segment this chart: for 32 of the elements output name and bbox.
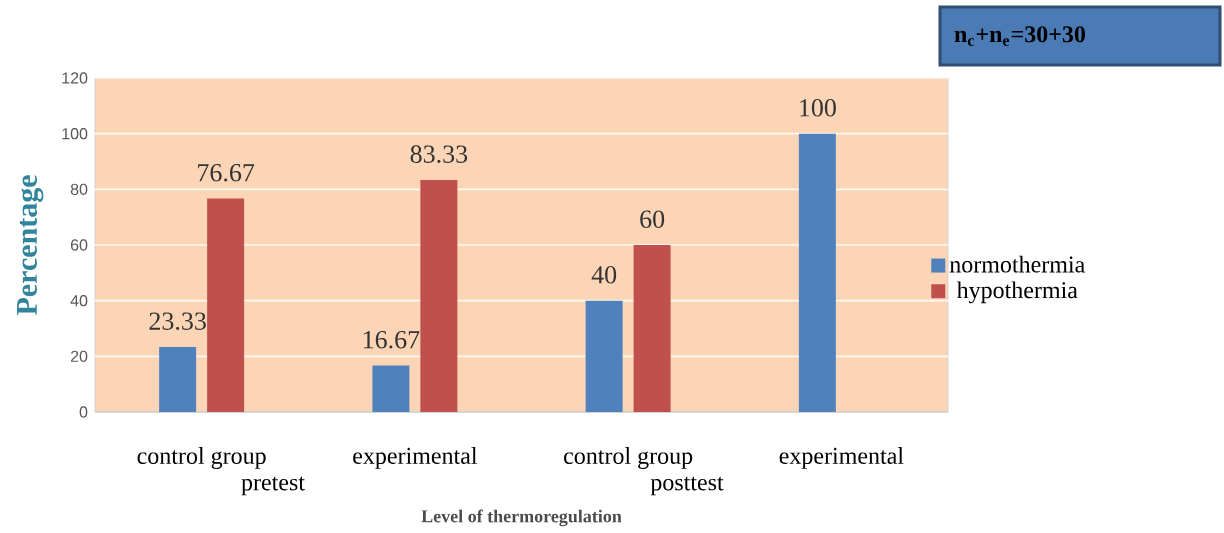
y-tick-label: 40 [70,295,88,307]
y-tick-label: 20 [70,350,88,363]
y-tick-label: 80 [70,183,88,196]
legend-label: hypothermia [956,281,1078,304]
legend-label: normothermia [949,255,1085,273]
text: pretest [241,476,305,496]
y-tick-label: 120 [62,72,88,84]
y-tick-label: 0 [79,406,88,418]
x-axis-title: Level of thermoregulation [421,509,622,527]
bar [633,245,671,413]
bar [372,365,410,413]
text: n$_{c}$+n$_{e}$=30+30 [954,26,1086,46]
data-label: 76.67 [198,164,255,182]
bar [585,300,623,413]
y-tick-label: 100 [62,128,88,140]
x-tick-label: experimental [353,447,478,469]
bar [207,198,245,413]
data-label: 23.33 [149,312,206,331]
text: posttest [650,476,724,496]
data-label: 40 [591,266,617,284]
x-tick-label: experimental [779,447,904,469]
bar [798,133,836,413]
data-label: 100 [800,99,836,117]
y-axis-title: Percentage [17,175,44,316]
data-label: 16.67 [363,331,420,349]
bar [420,180,458,413]
x-tick-label: control group [564,447,693,469]
data-label: 83.33 [410,145,468,164]
y-tick-label: 60 [70,239,88,251]
bar [159,347,197,413]
data-label: 60 [640,210,665,228]
x-tick-label: control group [137,447,266,469]
